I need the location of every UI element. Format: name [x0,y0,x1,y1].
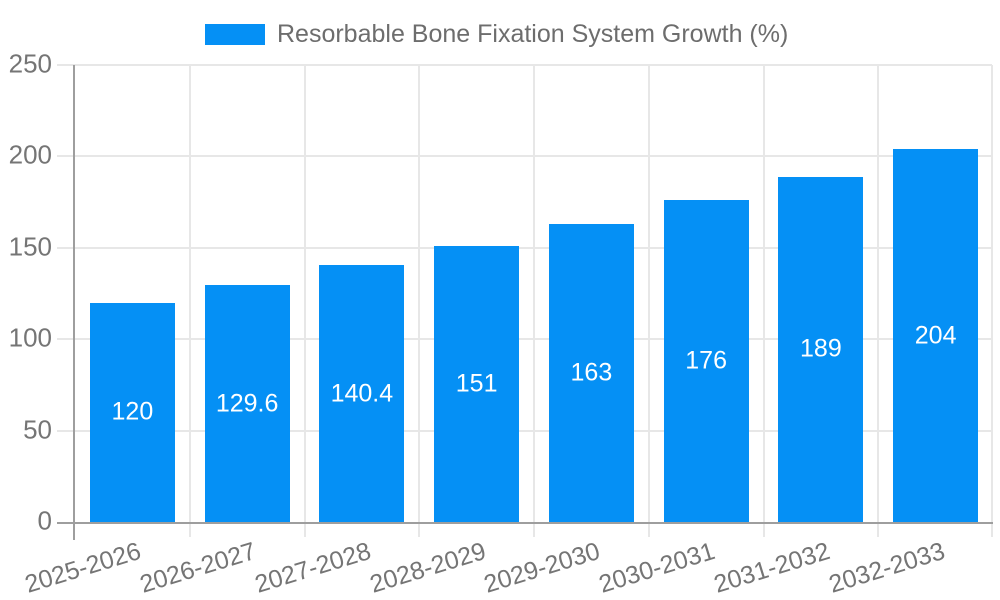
legend-item[interactable]: Resorbable Bone Fixation System Growth (… [205,20,788,49]
x-gridline [877,65,880,537]
x-gridline [762,65,765,537]
x-gridline [533,65,535,537]
bar[interactable] [663,200,749,522]
bar[interactable] [548,224,634,522]
bar[interactable] [893,149,979,522]
bar-value-label: 189 [800,334,842,363]
x-gridline [647,65,650,537]
x-tick-label: 2029-2030 [481,537,604,599]
y-tick-label: 100 [8,322,52,353]
x-tick-label: 2032-2033 [825,537,948,599]
bar-value-label: 140.4 [330,379,394,408]
x-tick-label: 2031-2032 [710,537,834,599]
y-gridline [57,429,992,432]
x-tick-label: 2025-2026 [22,537,145,599]
bar-value-label: 163 [570,358,613,387]
y-gridline [57,64,992,66]
bar-value-label: 120 [111,397,154,426]
bar[interactable] [204,285,290,522]
plot-right-border [991,65,993,537]
x-axis-line [57,522,993,524]
y-tick-label: 200 [8,139,52,170]
bar[interactable] [89,302,175,522]
x-tick-label: 2027-2028 [251,537,375,599]
bar-value-label: 151 [455,369,498,398]
y-axis-line [73,65,75,540]
y-gridline [57,246,992,249]
x-gridline [418,65,421,537]
bar[interactable] [778,176,864,522]
bar[interactable] [319,265,405,522]
x-tick-label: 2028-2029 [366,537,489,599]
y-gridline [57,338,992,341]
x-tick-label: 2026-2027 [136,537,260,599]
bar[interactable] [434,245,520,522]
legend-label: Resorbable Bone Fixation System Growth (… [277,20,789,48]
x-gridline [188,65,191,537]
x-tick-label: 2030-2031 [595,537,719,599]
y-tick-label: 0 [37,505,52,536]
y-gridline [57,155,992,158]
x-gridline [303,65,306,537]
bar-value-label: 204 [914,321,957,350]
bar-value-label: 129.6 [215,389,279,418]
y-tick-label: 50 [23,413,52,444]
y-tick-label: 250 [8,48,52,79]
bar-value-label: 176 [685,346,727,375]
y-tick-label: 150 [8,231,52,262]
legend-swatch [205,24,265,45]
